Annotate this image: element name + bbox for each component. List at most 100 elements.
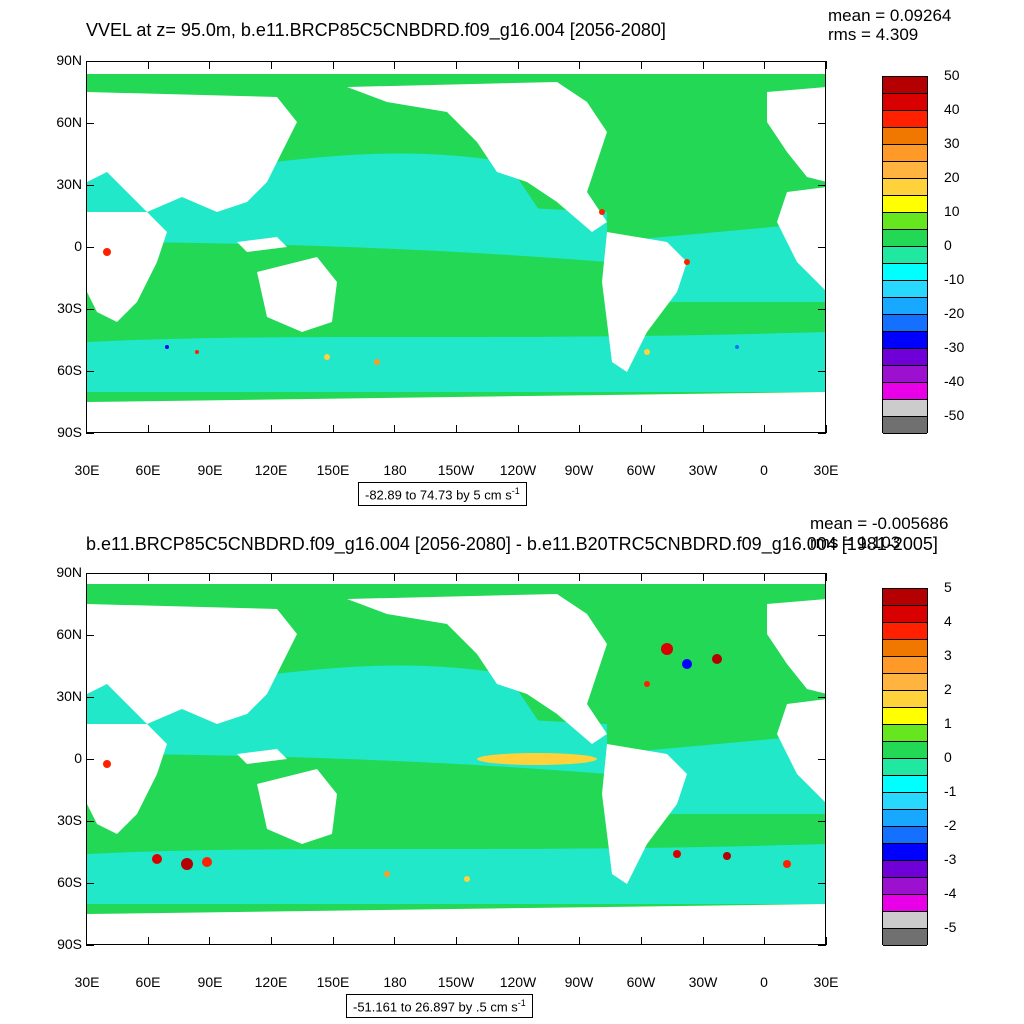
lon-label: 90W: [564, 974, 594, 990]
axis-tick: [86, 883, 94, 884]
colorbar-label: 4: [944, 613, 952, 629]
colorbar-cell: [883, 264, 927, 281]
axis-tick: [86, 945, 94, 946]
axis-tick: [147, 425, 149, 433]
axis-tick: [818, 883, 826, 884]
land-africa-west: [777, 187, 825, 290]
axis-tick: [209, 937, 211, 945]
contour-range-text: -51.161 to 26.897 by .5 cm s: [353, 999, 518, 1015]
axis-tick: [818, 433, 826, 434]
colorbar-cell: [883, 213, 927, 230]
colorbar-cell: [883, 383, 927, 400]
axis-tick: [86, 185, 94, 186]
axis-tick: [702, 425, 704, 433]
anomaly-6: [181, 858, 193, 870]
mean-text: mean = -0.005686: [810, 514, 949, 533]
axis-tick: [209, 425, 211, 433]
anomaly-8: [384, 871, 390, 877]
lon-label: 60W: [626, 974, 656, 990]
axis-tick: [818, 945, 826, 946]
lon-label: 30E: [74, 462, 100, 478]
axis-tick: [332, 573, 334, 581]
colorbar-cell: [883, 94, 927, 111]
land-australia: [257, 769, 337, 844]
axis-tick: [818, 371, 826, 372]
colorbar-cell: [883, 589, 927, 606]
hotspot-5: [374, 359, 380, 365]
axis-tick: [394, 937, 396, 945]
colorbar: [882, 588, 928, 946]
lon-label: 150W: [437, 462, 475, 478]
lat-label: 90N: [56, 564, 82, 580]
colorbar-cell: [883, 247, 927, 264]
lon-label: 0: [760, 974, 768, 990]
colorbar-cell: [883, 640, 927, 657]
colorbar-label: -3: [944, 851, 957, 867]
lon-label: 30W: [688, 974, 718, 990]
rms-text: rms = 1.103: [810, 533, 901, 552]
lat-label: 90S: [57, 936, 82, 952]
colorbar-cell: [883, 623, 927, 640]
map-plot: [86, 573, 826, 945]
colorbar-label: -2: [944, 817, 957, 833]
axis-tick: [86, 573, 87, 581]
colorbar: [882, 76, 928, 434]
axis-tick: [826, 61, 827, 69]
land-africa: [87, 212, 167, 322]
axis-tick: [86, 697, 94, 698]
colorbar-cell: [883, 162, 927, 179]
contour-range-box: -51.161 to 26.897 by .5 cm s-1: [346, 994, 533, 1019]
axis-tick: [818, 309, 826, 310]
axis-tick: [764, 937, 766, 945]
anomaly-11: [723, 852, 731, 860]
axis-tick: [818, 573, 826, 574]
colorbar-cell: [883, 878, 927, 895]
axis-tick: [579, 61, 581, 69]
stats: mean = -0.005686 rms = 1.103: [810, 514, 948, 552]
axis-tick: [394, 573, 396, 581]
land-eurasia-right: [767, 87, 825, 182]
axis-tick: [818, 247, 826, 248]
rms-text: rms = 4.309: [828, 25, 919, 44]
panel-title: VVEL at z= 95.0m, b.e11.BRCP85C5CNBDRD.f…: [86, 20, 666, 40]
lon-label: 90W: [564, 462, 594, 478]
equatorial-anomaly: [477, 753, 597, 765]
land-north-america: [347, 82, 607, 232]
colorbar-cell: [883, 111, 927, 128]
colorbar-cell: [883, 145, 927, 162]
colorbar-cell: [883, 417, 927, 434]
axis-tick: [818, 61, 826, 62]
axis-tick: [86, 573, 94, 574]
colorbar-label: 5: [944, 579, 952, 595]
colorbar-cell: [883, 179, 927, 196]
axis-tick: [86, 433, 94, 434]
colorbar-cell: [883, 725, 927, 742]
colorbar-cell: [883, 281, 927, 298]
lon-label: 30E: [813, 974, 839, 990]
axis-tick: [147, 61, 149, 69]
lat-label: 60N: [56, 114, 82, 130]
ocean-band-3: [187, 665, 547, 734]
axis-tick: [456, 937, 457, 945]
lon-label: 150W: [437, 974, 475, 990]
lat-label: 90S: [57, 424, 82, 440]
colorbar-cell: [883, 810, 927, 827]
colorbar-cell: [883, 827, 927, 844]
land-eurasia-right: [767, 599, 825, 694]
axis-tick: [209, 61, 211, 69]
colorbar-label: -5: [944, 919, 957, 935]
lon-label: 30E: [74, 974, 100, 990]
land-indonesia: [237, 237, 287, 252]
colorbar-label: 10: [944, 203, 960, 219]
axis-tick: [86, 309, 94, 310]
bottom-panel: b.e11.BRCP85C5CNBDRD.f09_g16.004 [2056-2…: [0, 512, 1024, 1024]
colorbar-cell: [883, 929, 927, 946]
land-africa-west: [777, 699, 825, 802]
axis-tick: [818, 123, 826, 124]
colorbar-cell: [883, 230, 927, 247]
axis-tick: [641, 937, 642, 945]
colorbar-cell: [883, 332, 927, 349]
colorbar-cell: [883, 691, 927, 708]
axis-tick: [764, 61, 766, 69]
lon-label: 150E: [316, 462, 350, 478]
